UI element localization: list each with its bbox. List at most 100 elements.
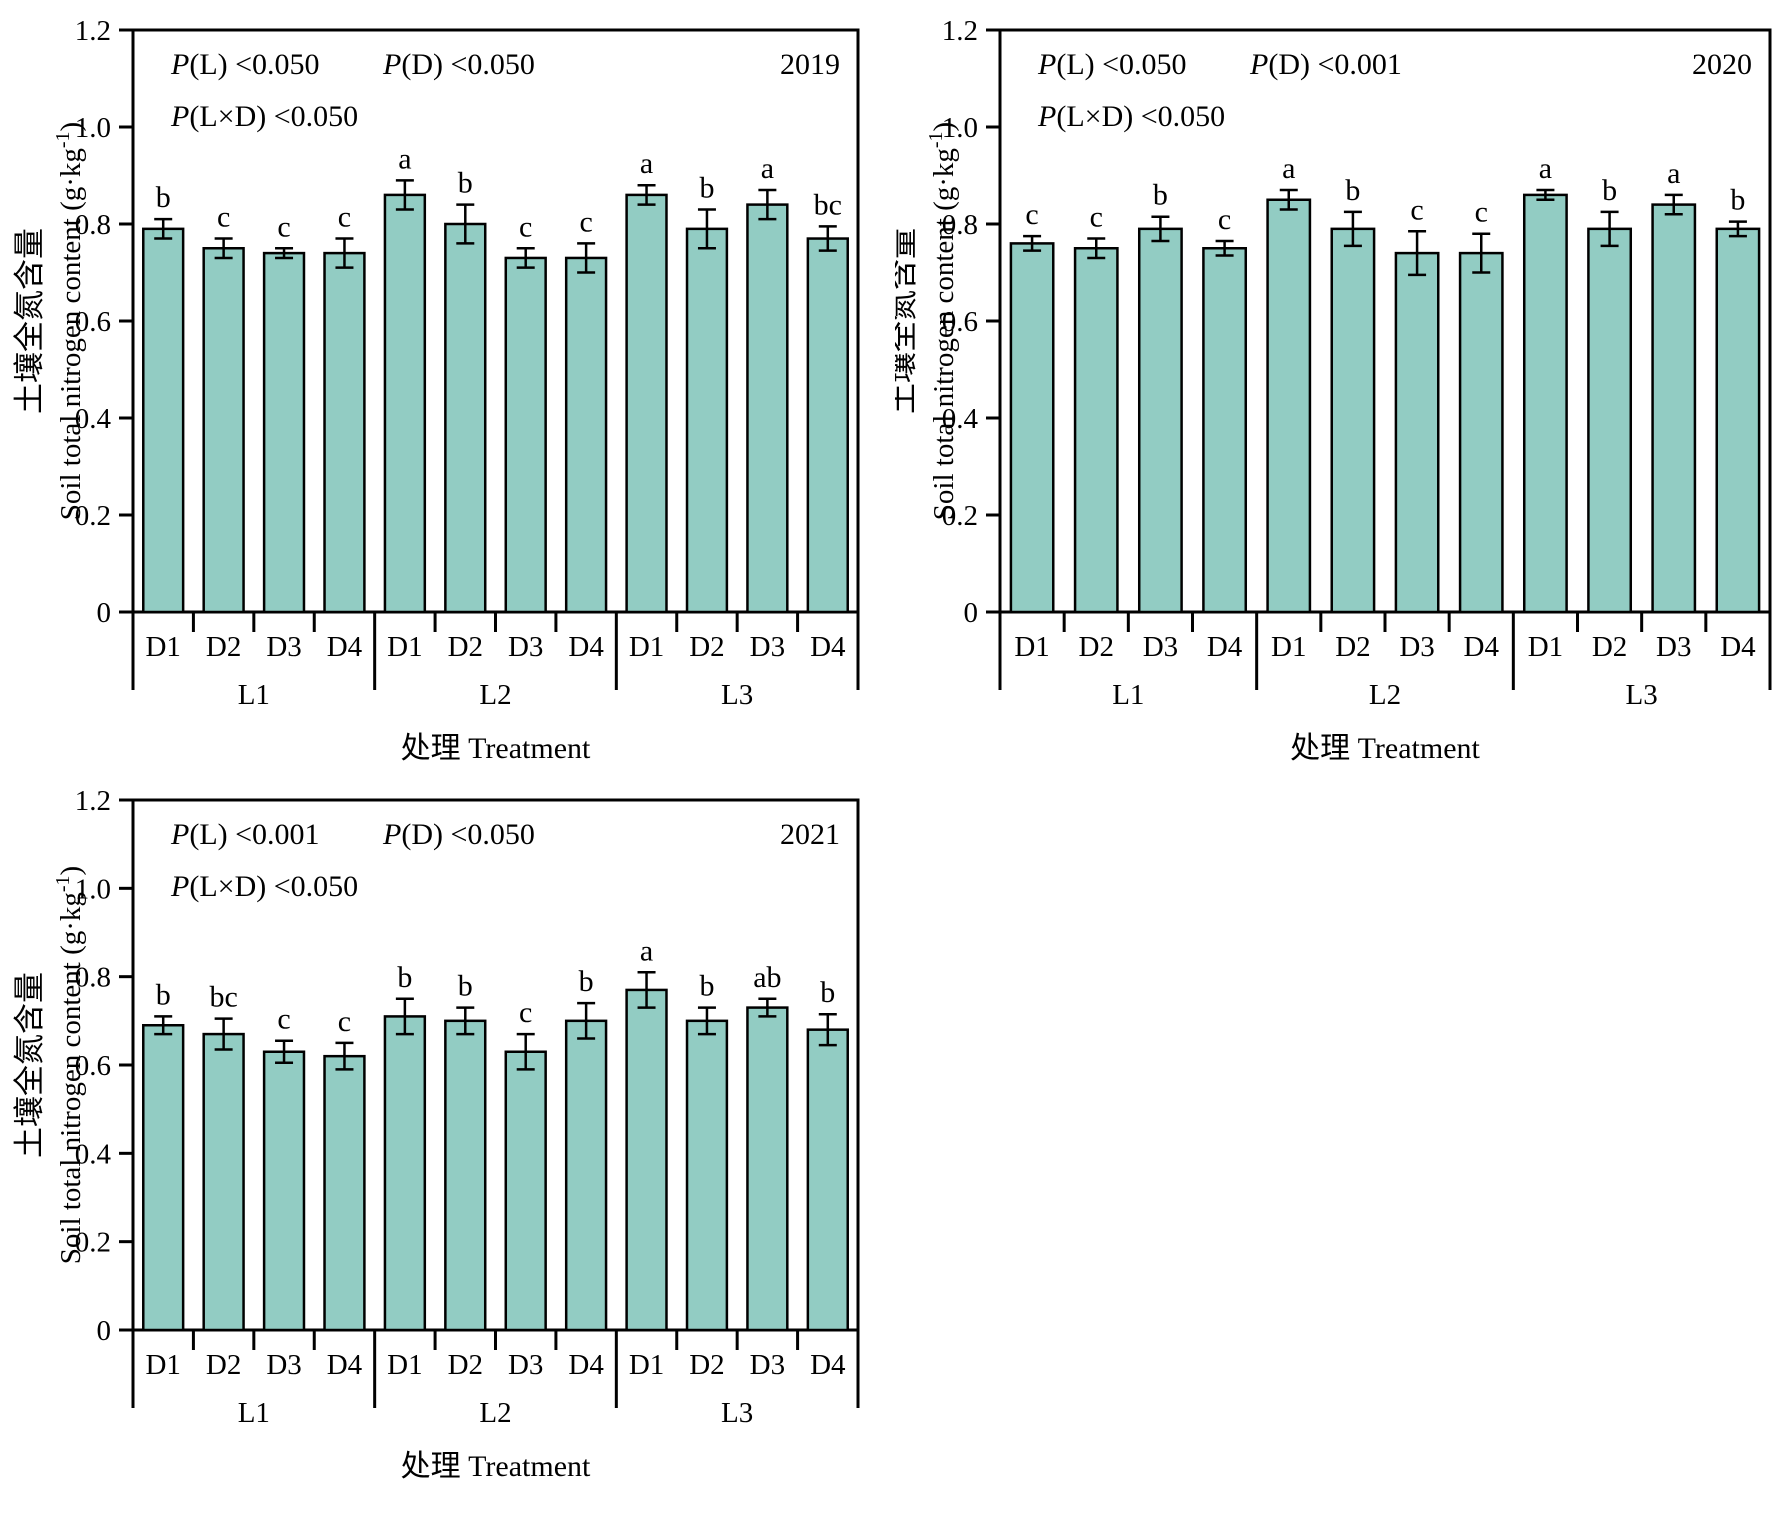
bar-L2-D2-2020 bbox=[1330, 227, 1376, 614]
x-category-label: D4 bbox=[1464, 631, 1500, 663]
sig-letter: b bbox=[699, 970, 714, 1003]
x-category-label: D1 bbox=[145, 1349, 180, 1381]
bar-L1-D4-2020 bbox=[1202, 247, 1248, 614]
stat-p-l: P(L) <0.001 bbox=[170, 818, 320, 851]
sig-letter: b bbox=[1730, 184, 1745, 217]
sig-letter: b bbox=[820, 976, 835, 1009]
stat-p-l: P(L) <0.050 bbox=[1037, 48, 1187, 81]
x-category-label: D2 bbox=[448, 631, 483, 663]
x-category-label: D2 bbox=[448, 1349, 483, 1381]
sig-letter: b bbox=[458, 167, 473, 200]
sig-letter: a bbox=[1539, 152, 1552, 185]
y-tick-label: 0.2 bbox=[75, 500, 111, 532]
x-category-label: D3 bbox=[1399, 631, 1434, 663]
y-tick-label: 0.4 bbox=[75, 1138, 112, 1170]
sig-letter: a bbox=[761, 152, 774, 185]
sig-letter: c bbox=[519, 210, 532, 243]
bar-L3-D4-2019 bbox=[806, 237, 849, 614]
bar-L2-D1-2019 bbox=[383, 193, 427, 614]
bar-L1-D1-2020 bbox=[1009, 242, 1055, 614]
chart-svg-2020: 0 0.2 0.4 0.6 0.8 1.0 1.2 土壤全氮含量 Soil total nitr… bbox=[885, 15, 1772, 765]
bar-L2-D2-2021 bbox=[444, 1019, 487, 1332]
bar-L1-D3-2020 bbox=[1137, 227, 1183, 614]
bar-L1-D2-2019 bbox=[202, 247, 245, 614]
x-group-label: L1 bbox=[1112, 679, 1144, 711]
y-axis-title-en: Soil total nitrogen content (g·kg-1) bbox=[925, 122, 960, 520]
x-category-label: D1 bbox=[629, 631, 664, 663]
x-group-label: L1 bbox=[238, 1397, 270, 1429]
x-category-label: D1 bbox=[1271, 631, 1306, 663]
bar-L3-D2-2019 bbox=[685, 227, 729, 614]
x-category-label: D2 bbox=[1335, 631, 1370, 663]
y-tick-label: 0.4 bbox=[942, 403, 979, 435]
sig-letter: c bbox=[1090, 201, 1103, 234]
bar-L2-D1-2020 bbox=[1266, 198, 1312, 614]
sig-letter: c bbox=[519, 996, 532, 1029]
y-tick-label: 0 bbox=[97, 597, 112, 629]
x-category-label: D2 bbox=[689, 1349, 724, 1381]
x-group-label: L3 bbox=[721, 1397, 753, 1429]
stat-p-d: P(D) <0.050 bbox=[382, 48, 535, 81]
bar-L3-D4-2021 bbox=[806, 1028, 849, 1332]
x-category-label: D1 bbox=[1528, 631, 1563, 663]
x-axis-title: 处理 Treatment bbox=[401, 1450, 591, 1483]
x-category-label: D3 bbox=[508, 1349, 543, 1381]
bar-L3-D1-2019 bbox=[625, 193, 668, 614]
sig-letter: c bbox=[277, 210, 290, 243]
year-label: 2019 bbox=[780, 48, 840, 81]
x-group-label: L2 bbox=[1369, 679, 1401, 711]
y-tick-label: 0.2 bbox=[75, 1227, 111, 1259]
bar-L2-D3-2019 bbox=[504, 256, 547, 614]
x-category-label: D4 bbox=[568, 1349, 604, 1381]
x-group-label: L1 bbox=[238, 679, 270, 711]
x-category-label: D3 bbox=[508, 631, 543, 663]
stat-p-d: P(D) <0.001 bbox=[1249, 48, 1402, 81]
x-category-label: D3 bbox=[750, 1349, 785, 1381]
stat-p-lxd: P(L×D) <0.050 bbox=[1037, 100, 1225, 133]
sig-letter: bc bbox=[814, 188, 842, 221]
x-axis-title: 处理 Treatment bbox=[401, 732, 591, 765]
sig-letter: a bbox=[1667, 157, 1680, 190]
chart-svg-2021: 0 0.2 0.4 0.6 0.8 1.0 1.2 土壤全氮含量 Soil total nitr… bbox=[12, 785, 860, 1483]
x-group-label: L2 bbox=[479, 1397, 511, 1429]
bar-L3-D2-2021 bbox=[685, 1019, 729, 1332]
sig-letter: c bbox=[338, 201, 351, 234]
sig-letter: b bbox=[156, 181, 171, 214]
bar-L2-D3-2020 bbox=[1394, 251, 1440, 614]
sig-letter: b bbox=[1602, 174, 1617, 207]
bar-L1-D4-2019 bbox=[323, 251, 366, 614]
sig-letter: c bbox=[217, 201, 230, 234]
x-category-label: D4 bbox=[1207, 631, 1243, 663]
sig-letter: b bbox=[458, 970, 473, 1003]
bar-L1-D2-2020 bbox=[1073, 247, 1119, 614]
x-category-label: D4 bbox=[810, 1349, 846, 1381]
bar-L1-D3-2021 bbox=[262, 1050, 306, 1332]
sig-letter: b bbox=[156, 978, 171, 1011]
x-group-label: L3 bbox=[721, 679, 753, 711]
x-category-label: D1 bbox=[1014, 631, 1049, 663]
y-axis-title-cn: 土壤全氮含量 bbox=[12, 228, 47, 414]
x-category-label: D4 bbox=[1720, 631, 1756, 663]
x-category-label: D3 bbox=[750, 631, 785, 663]
year-label: 2021 bbox=[780, 818, 840, 851]
chart-2019: 0 0.2 0.4 0.6 0.8 1.0 1.2 土壤全氮含量 Soil total nitr… bbox=[0, 0, 895, 765]
x-category-label: D3 bbox=[266, 631, 301, 663]
x-axis-title: 处理 Treatment bbox=[1290, 732, 1480, 765]
sig-letter: b bbox=[699, 171, 714, 204]
sig-letter: b bbox=[1345, 174, 1360, 207]
x-category-label: D3 bbox=[1656, 631, 1691, 663]
chart-svg-2019: 0 0.2 0.4 0.6 0.8 1.0 1.2 土壤全氮含量 Soil total nitr… bbox=[12, 15, 860, 765]
bar-L3-D3-2019 bbox=[746, 203, 789, 614]
y-tick-label: 1.0 bbox=[75, 873, 111, 905]
bar-L3-D2-2020 bbox=[1587, 227, 1633, 614]
y-tick-label: 0.6 bbox=[75, 1050, 111, 1082]
x-group-label: L3 bbox=[1626, 679, 1658, 711]
sig-letter: ab bbox=[753, 961, 781, 994]
y-tick-label: 1.2 bbox=[75, 15, 111, 47]
x-category-label: D3 bbox=[266, 1349, 301, 1381]
sig-letter: a bbox=[640, 147, 653, 180]
y-tick-label: 0 bbox=[964, 597, 979, 629]
sig-letter: b bbox=[1153, 179, 1168, 212]
x-category-label: D1 bbox=[387, 1349, 422, 1381]
